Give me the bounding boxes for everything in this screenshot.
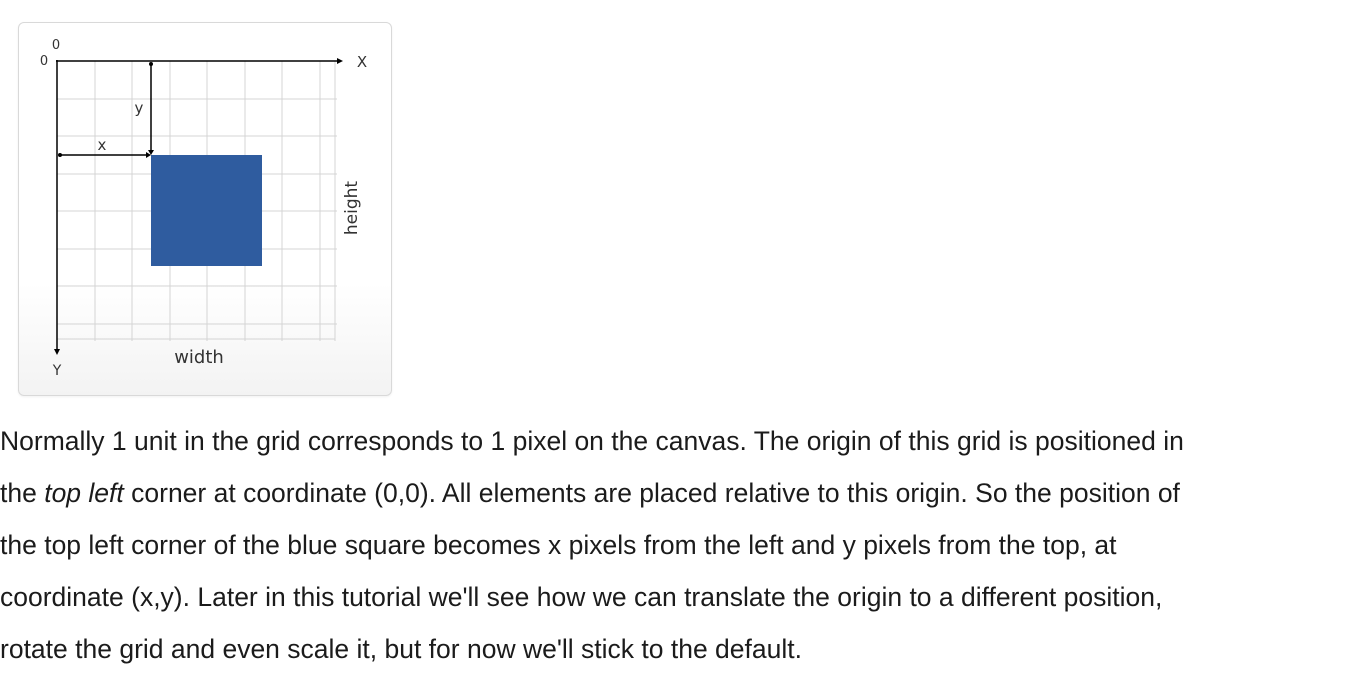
y-offset-label: y [135, 99, 144, 117]
top-left-emphasis: top left [44, 478, 124, 508]
paragraph-line-2-start: the [0, 478, 45, 508]
height-label: height [342, 181, 362, 236]
x-offset-label: x [98, 136, 107, 154]
origin-y-label: 0 [40, 54, 48, 69]
paragraph-line-5: rotate the grid and even scale it, but f… [0, 634, 802, 664]
paragraph-line-2-end: corner at coordinate (0,0). All elements… [123, 478, 1180, 508]
y-axis-arrow-icon [54, 349, 60, 355]
x-offset-start-dot [58, 153, 62, 157]
canvas-grid-figure: 0 0 X Y y x width height [18, 22, 392, 396]
paragraph-line-1: Normally 1 unit in the grid corresponds … [0, 426, 1184, 456]
width-label: width [174, 347, 224, 368]
x-axis-label: X [357, 53, 367, 71]
y-offset-start-dot [149, 62, 153, 66]
y-axis-label: Y [52, 363, 62, 379]
y-offset-arrow-icon [148, 150, 154, 155]
paragraph-line-3: the top left corner of the blue square b… [0, 530, 1117, 560]
explanation-paragraph: Normally 1 unit in the grid corresponds … [0, 415, 1345, 675]
x-offset-arrow-icon [146, 152, 151, 158]
paragraph-line-2: the top left corner at coordinate (0,0).… [0, 467, 1345, 519]
x-axis-arrow-icon [337, 58, 343, 64]
blue-square [151, 155, 262, 266]
canvas-grid-diagram: 0 0 X Y y x width height [40, 38, 367, 379]
paragraph-line-4: coordinate (x,y). Later in this tutorial… [0, 582, 1163, 612]
origin-x-label: 0 [52, 38, 60, 53]
